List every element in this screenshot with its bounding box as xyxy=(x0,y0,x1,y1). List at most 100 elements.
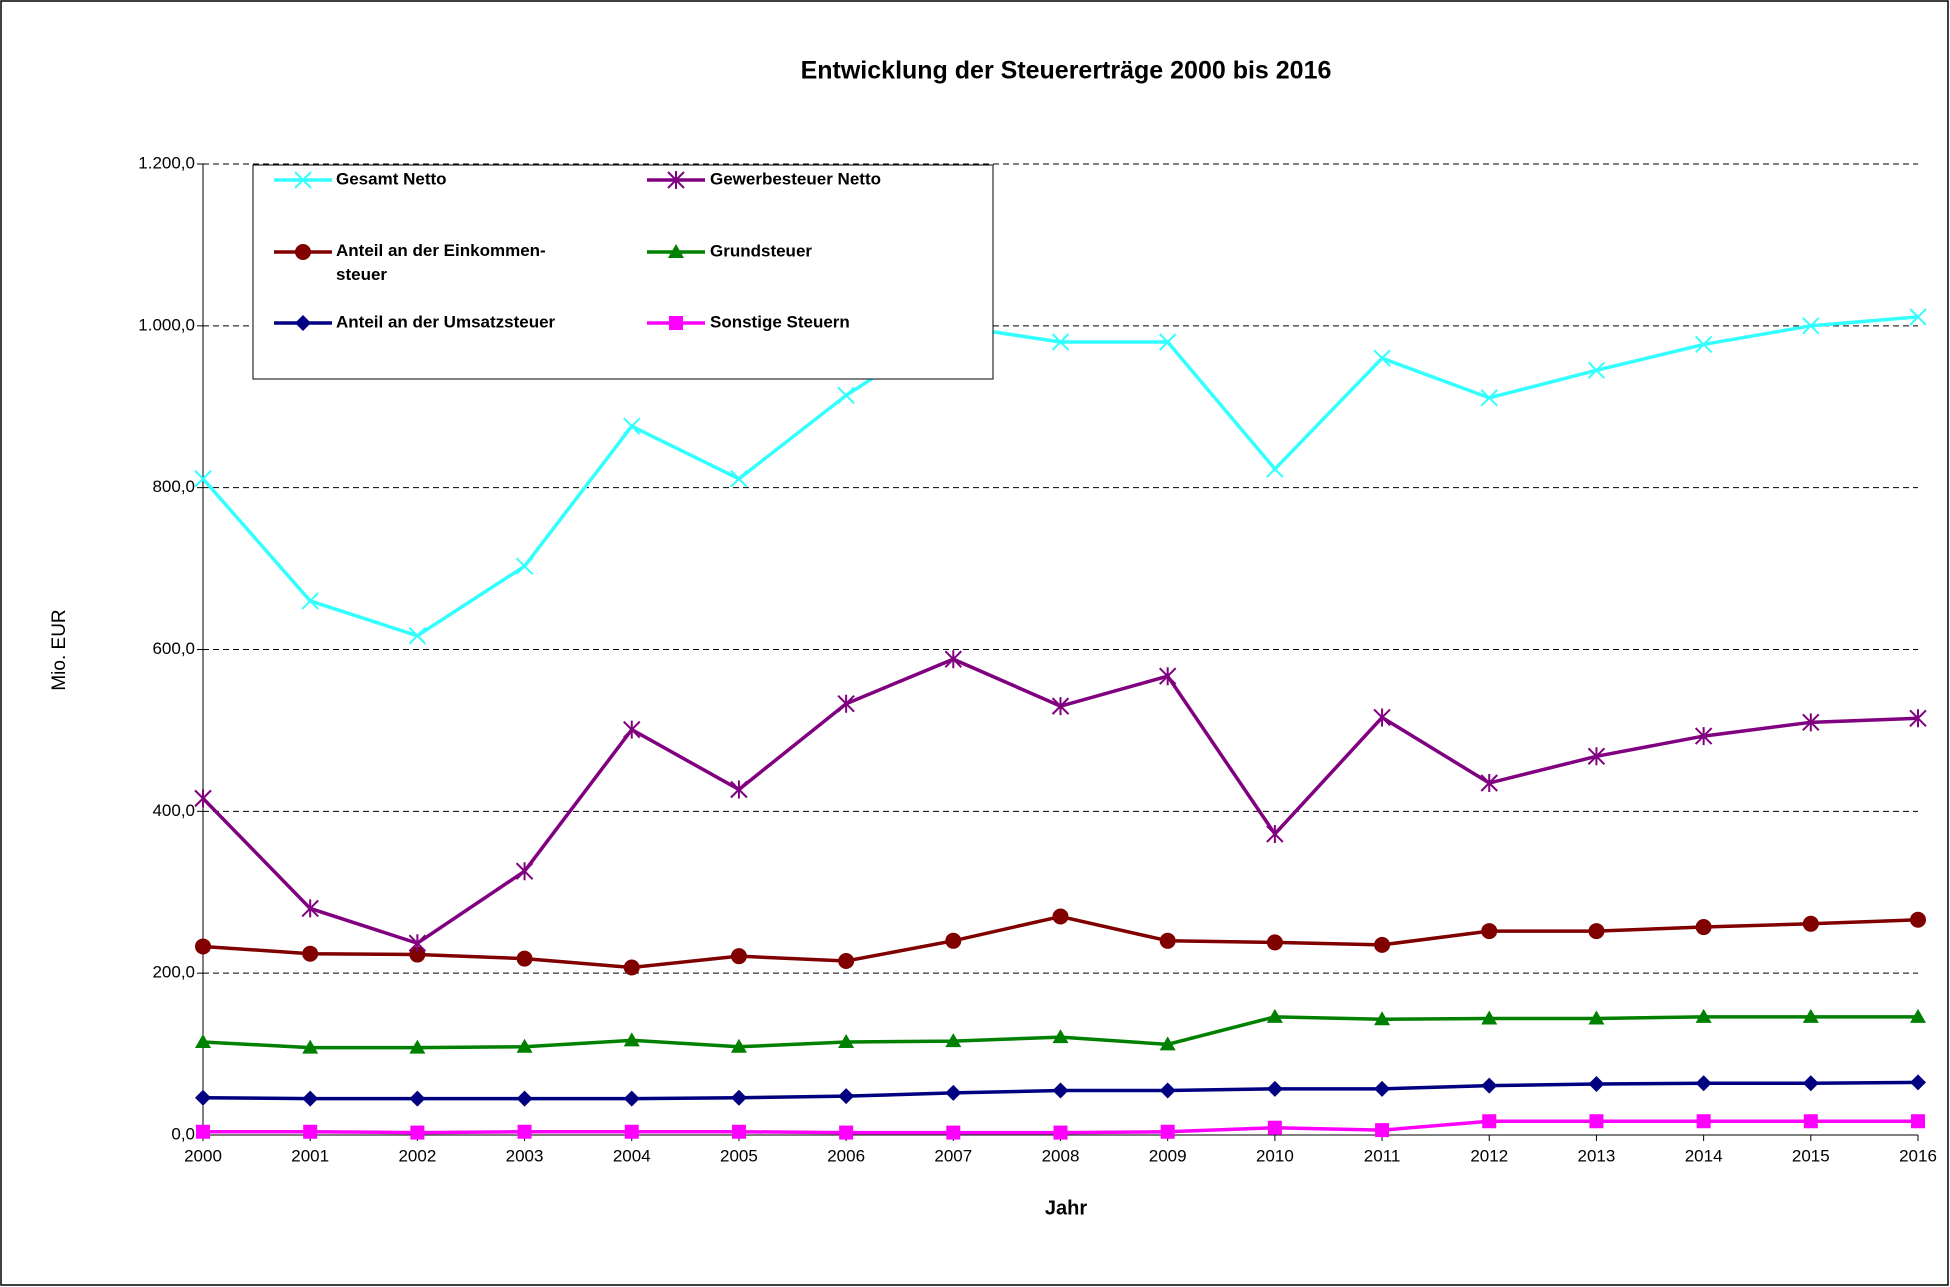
series xyxy=(194,650,1927,953)
marker xyxy=(1051,697,1070,716)
marker xyxy=(730,948,747,965)
chart-title: Entwicklung der Steuererträge 2000 bis 2… xyxy=(801,57,1332,85)
legend-label: Anteil an der Einkommen-steuer xyxy=(336,241,546,284)
x-tick-label: 2012 xyxy=(1470,1146,1508,1165)
marker xyxy=(1374,1080,1391,1097)
marker xyxy=(838,1033,855,1048)
legend-label: Gesamt Netto xyxy=(336,169,447,188)
x-tick-label: 2013 xyxy=(1578,1146,1616,1165)
marker xyxy=(668,244,684,258)
marker xyxy=(1589,1114,1604,1129)
marker xyxy=(1910,1074,1926,1091)
marker xyxy=(1051,333,1070,351)
marker xyxy=(1481,1077,1498,1094)
marker xyxy=(517,1124,532,1139)
marker xyxy=(838,1088,855,1105)
marker xyxy=(1909,709,1927,728)
y-tick-label: 600,0 xyxy=(152,639,195,658)
marker xyxy=(1159,932,1176,949)
marker xyxy=(837,386,855,405)
marker xyxy=(301,592,319,610)
marker xyxy=(295,244,311,260)
marker xyxy=(1695,1075,1712,1092)
marker xyxy=(1266,460,1284,478)
marker xyxy=(1910,911,1926,928)
marker xyxy=(408,627,427,645)
marker xyxy=(1482,1114,1497,1129)
marker xyxy=(1802,317,1820,335)
marker xyxy=(1159,1082,1176,1099)
marker xyxy=(194,789,212,808)
marker xyxy=(515,862,534,881)
marker xyxy=(516,950,533,967)
marker xyxy=(945,1084,962,1101)
marker xyxy=(1480,774,1498,793)
x-tick-label: 2000 xyxy=(184,1146,222,1165)
marker xyxy=(516,1038,533,1053)
marker xyxy=(195,938,211,955)
marker xyxy=(1053,1125,1068,1140)
marker xyxy=(409,1039,426,1054)
marker xyxy=(838,953,855,970)
marker xyxy=(1373,349,1391,367)
x-axis-label: Jahr xyxy=(1045,1197,1087,1219)
marker xyxy=(624,1124,639,1139)
marker xyxy=(516,1090,533,1107)
legend-label: Anteil an der Umsatzsteuer xyxy=(336,312,556,331)
marker xyxy=(1803,1114,1818,1129)
marker xyxy=(1267,1120,1282,1135)
marker xyxy=(1480,389,1498,407)
x-tick-label: 2006 xyxy=(827,1146,865,1165)
x-tick-label: 2002 xyxy=(398,1146,436,1165)
marker xyxy=(1802,1075,1819,1092)
marker xyxy=(1160,1124,1175,1139)
marker xyxy=(409,1090,426,1107)
y-tick-label: 800,0 xyxy=(152,477,195,496)
legend-box xyxy=(252,164,994,380)
marker xyxy=(1588,1010,1605,1025)
x-tick-label: 2010 xyxy=(1256,1146,1294,1165)
series xyxy=(195,1008,1926,1054)
marker xyxy=(837,694,855,713)
marker xyxy=(1909,308,1927,326)
marker xyxy=(1052,1029,1069,1044)
marker xyxy=(1266,1080,1283,1097)
marker xyxy=(1696,1114,1711,1129)
x-tick-label: 2007 xyxy=(934,1146,972,1165)
marker xyxy=(295,315,311,331)
marker xyxy=(1373,708,1391,727)
legend: Gesamt Netto Gewerbesteuer Netto Anteil an… xyxy=(252,164,994,380)
marker xyxy=(515,557,534,575)
x-tick-label: 2016 xyxy=(1899,1146,1937,1165)
marker xyxy=(667,171,685,189)
marker xyxy=(1911,1114,1925,1129)
x-tick-label: 2009 xyxy=(1149,1146,1187,1165)
legend-label: Grundsteuer xyxy=(710,241,812,260)
marker xyxy=(1587,361,1606,380)
x-tick-label: 2014 xyxy=(1685,1146,1723,1165)
marker xyxy=(1481,1010,1498,1025)
marker xyxy=(195,1089,211,1106)
marker xyxy=(1266,1008,1283,1023)
marker xyxy=(1375,1123,1390,1138)
marker xyxy=(944,650,963,669)
x-tick-label: 2011 xyxy=(1364,1146,1401,1165)
marker xyxy=(730,1038,747,1053)
marker xyxy=(409,946,426,963)
marker xyxy=(1158,333,1177,351)
marker xyxy=(1052,908,1069,925)
y-tick-label: 1.000,0 xyxy=(138,315,195,334)
marker xyxy=(194,470,212,488)
marker xyxy=(301,899,319,918)
marker xyxy=(302,1090,319,1107)
marker xyxy=(195,1033,211,1048)
marker xyxy=(730,470,748,488)
marker xyxy=(1694,727,1713,746)
series xyxy=(195,1074,1926,1107)
marker xyxy=(294,171,312,189)
marker xyxy=(623,1090,640,1107)
marker xyxy=(731,1124,746,1139)
marker xyxy=(1802,1008,1819,1023)
series xyxy=(194,308,1927,645)
